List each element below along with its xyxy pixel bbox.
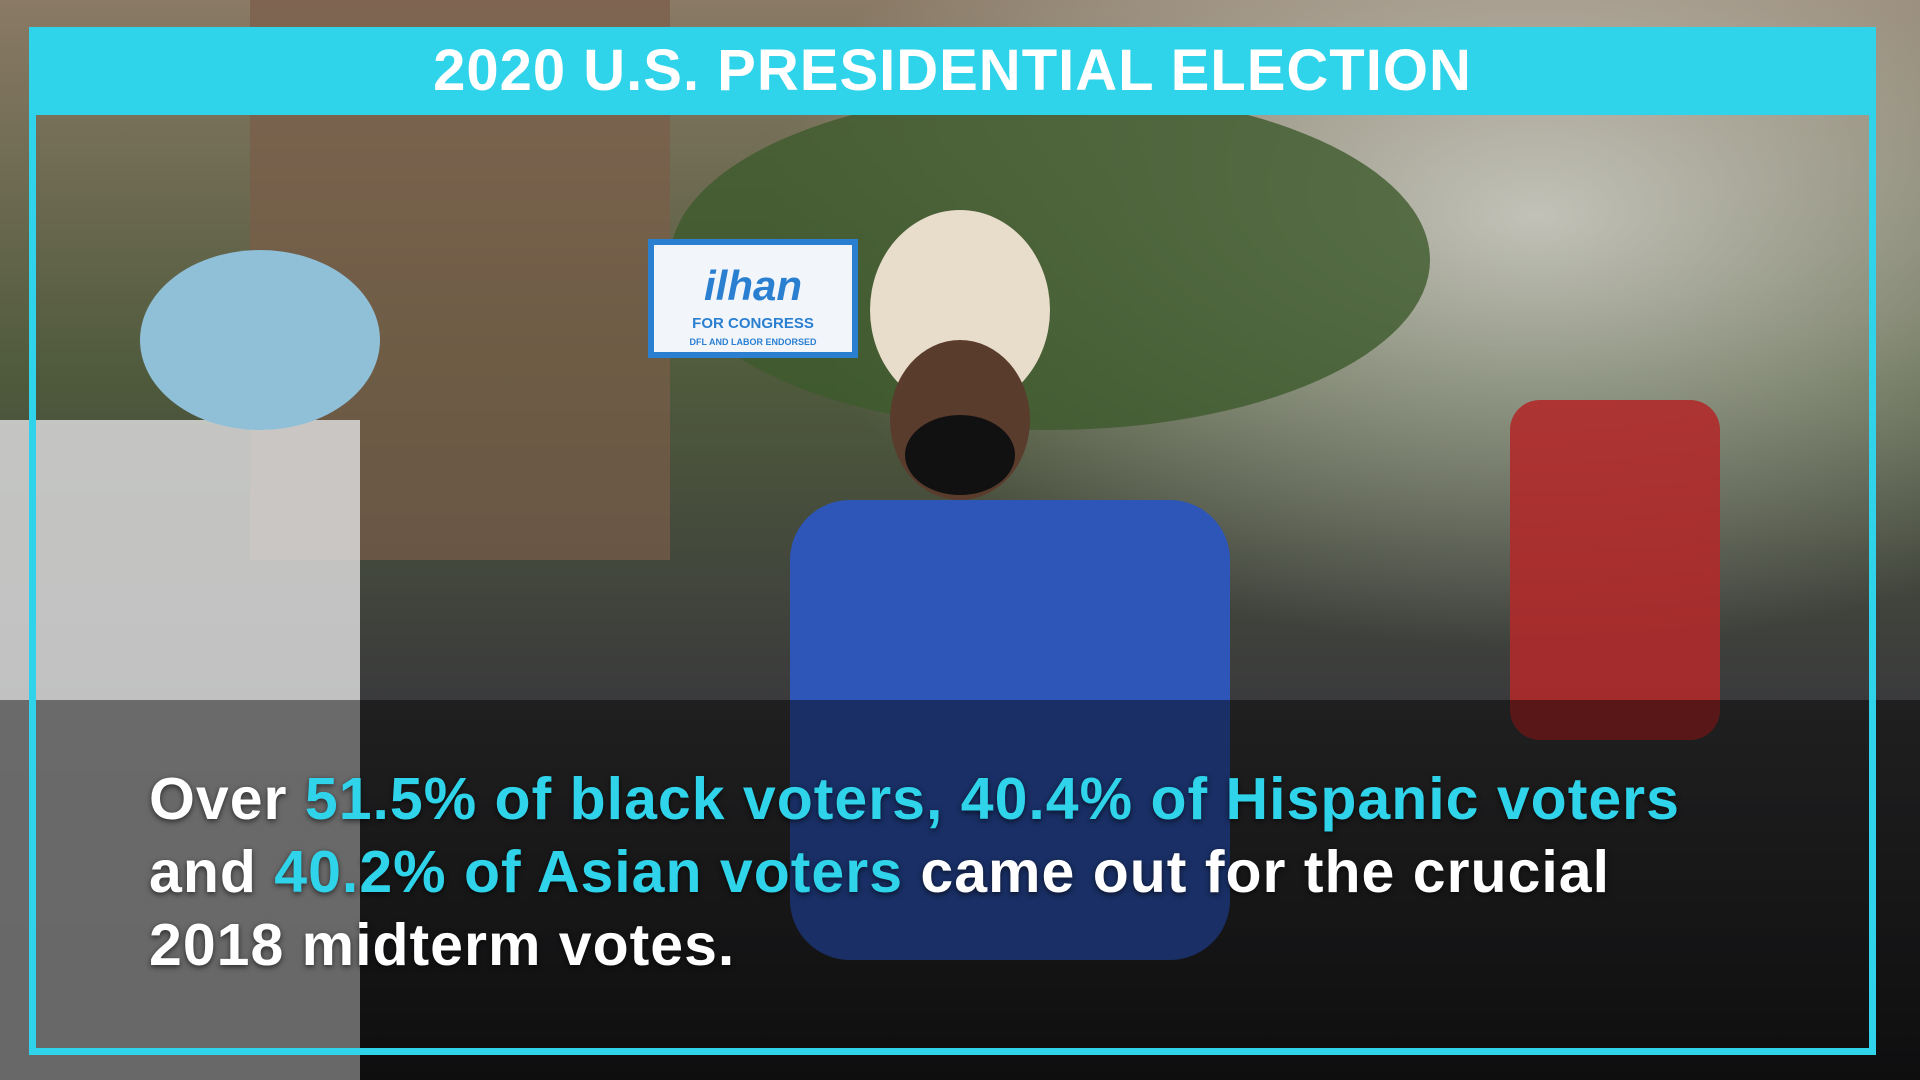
sign-name: ilhan xyxy=(703,262,802,309)
caption-highlight: 40.2% of Asian voters xyxy=(274,839,904,905)
caption: Over 51.5% of black voters, 40.4% of His… xyxy=(149,763,1709,982)
caption-text: and xyxy=(149,839,275,905)
sign-line: FOR CONGRESS xyxy=(692,315,814,332)
title: 2020 U.S. PRESIDENTIAL ELECTION xyxy=(433,38,1472,103)
caption-text: Over xyxy=(149,766,305,832)
caption-text: came out for the crucial 2018 midterm vo… xyxy=(149,839,1610,978)
sign-note: DFL AND LABOR ENDORSED xyxy=(689,337,817,347)
title-bar xyxy=(29,27,1876,115)
campaign-sign xyxy=(648,239,858,358)
caption-highlight: 51.5% of black voters, 40.4% of Hispanic… xyxy=(304,766,1680,832)
